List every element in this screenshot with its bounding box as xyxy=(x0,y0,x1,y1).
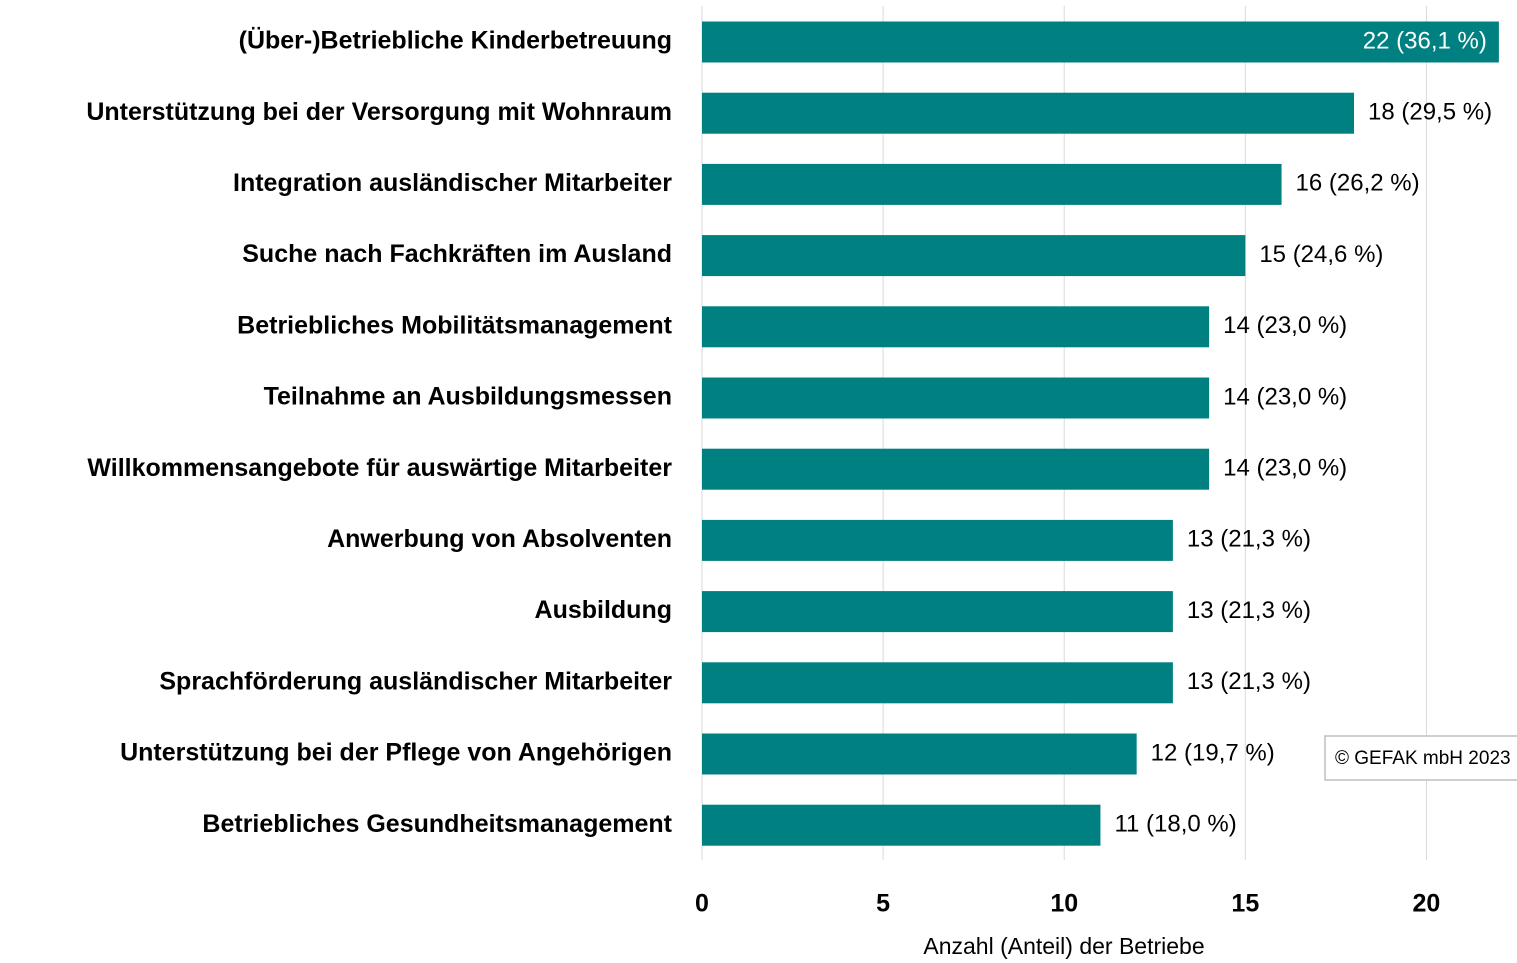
category-label: Ausbildung xyxy=(535,596,672,624)
value-label: 18 (29,5 %) xyxy=(1368,99,1492,126)
bar xyxy=(702,448,1210,490)
value-label: 13 (21,3 %) xyxy=(1187,597,1311,624)
x-tick-label: 15 xyxy=(1231,890,1259,918)
category-label: Integration ausländischer Mitarbeiter xyxy=(233,169,672,197)
value-label: 13 (21,3 %) xyxy=(1187,668,1311,695)
x-axis-title: Anzahl (Anteil) der Betriebe xyxy=(923,933,1204,959)
value-label: 13 (21,3 %) xyxy=(1187,526,1311,553)
bar xyxy=(702,591,1173,633)
category-label: Betriebliches Mobilitätsmanagement xyxy=(237,311,673,339)
bar xyxy=(702,21,1499,63)
x-tick-label: 20 xyxy=(1413,890,1441,918)
category-label: Betriebliches Gesundheitsmanagement xyxy=(202,810,672,838)
bar xyxy=(702,306,1210,348)
value-label: 15 (24,6 %) xyxy=(1259,241,1383,268)
x-tick-label: 5 xyxy=(876,890,890,918)
x-tick-label: 0 xyxy=(695,890,709,918)
annotation-box xyxy=(1324,735,1517,781)
bar xyxy=(702,163,1282,205)
category-label: Suche nach Fachkräften im Ausland xyxy=(242,240,672,268)
value-label: 16 (26,2 %) xyxy=(1296,170,1420,197)
bar xyxy=(702,733,1137,775)
annotation: © GEFAK mbH 2023 xyxy=(1335,748,1511,769)
category-label: Sprachförderung ausländischer Mitarbeite… xyxy=(159,667,672,695)
bar xyxy=(702,519,1173,561)
value-label: 14 (23,0 %) xyxy=(1223,383,1347,410)
category-label: Willkommensangebote für auswärtige Mitar… xyxy=(87,454,672,482)
category-label: Unterstützung bei der Pflege von Angehör… xyxy=(120,739,672,767)
value-label: 14 (23,0 %) xyxy=(1223,312,1347,339)
bar xyxy=(702,377,1210,419)
category-label: Anwerbung von Absolventen xyxy=(327,525,672,553)
category-label: (Über-)Betriebliche Kinderbetreuung xyxy=(239,26,672,55)
bar xyxy=(702,662,1173,704)
category-label: Teilnahme an Ausbildungsmessen xyxy=(264,383,672,411)
x-tick-label: 10 xyxy=(1050,890,1078,918)
bar xyxy=(702,804,1101,846)
value-label: 22 (36,1 %) xyxy=(1363,27,1487,54)
category-label: Unterstützung bei der Versorgung mit Woh… xyxy=(86,98,672,126)
value-label: 11 (18,0 %) xyxy=(1114,811,1236,838)
value-label: 14 (23,0 %) xyxy=(1223,455,1347,482)
bar xyxy=(702,92,1354,134)
value-label: 12 (19,7 %) xyxy=(1151,739,1275,766)
bar xyxy=(702,235,1246,277)
